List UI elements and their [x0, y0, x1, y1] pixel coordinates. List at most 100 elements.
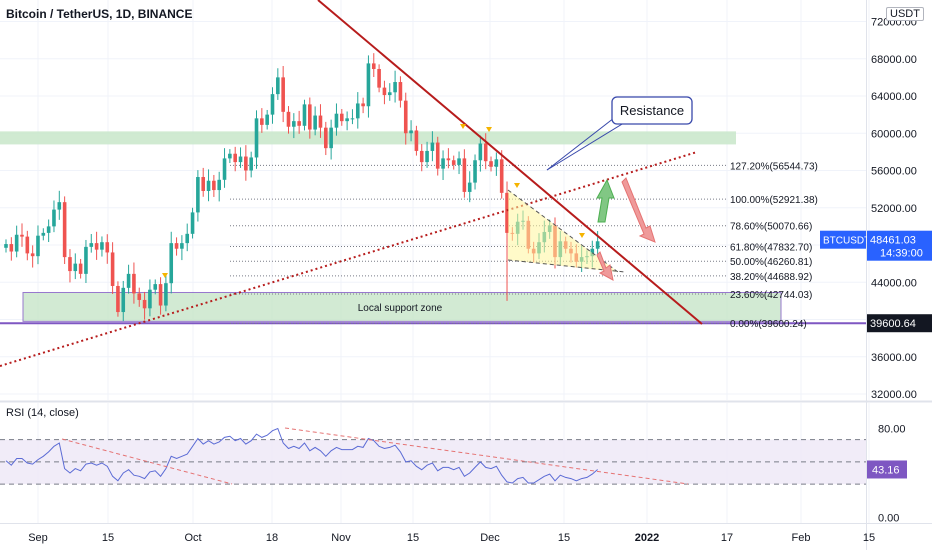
- candle-body: [281, 77, 285, 112]
- candle-body: [73, 263, 78, 272]
- fib-level-label: 127.20%(56544.73): [730, 161, 818, 172]
- candle-body: [206, 180, 211, 191]
- candle-body: [222, 158, 227, 180]
- bullish-arrow: [596, 178, 615, 223]
- time-tick-label: 2022: [635, 532, 659, 544]
- candle-body: [387, 92, 392, 96]
- candle-body: [148, 289, 152, 309]
- candle-body: [126, 273, 131, 288]
- candle-body: [20, 234, 24, 237]
- candle-body: [292, 121, 296, 127]
- candle-body: [382, 87, 387, 96]
- candle-body: [286, 111, 291, 127]
- fib-level-label: 50.00%(46260.81): [730, 257, 812, 268]
- price-tick-label: 56000.00: [871, 166, 917, 178]
- support-zone-label: Local support zone: [358, 303, 443, 314]
- price-tick-label: 32000.00: [871, 389, 917, 401]
- candle-body: [451, 160, 456, 165]
- candle-body: [121, 287, 126, 313]
- signal-marker: [162, 273, 168, 278]
- rsi-current-label: 43.16: [872, 464, 900, 476]
- time-tick-label: Oct: [184, 532, 201, 544]
- candle-body: [478, 143, 483, 161]
- candle-body: [393, 82, 397, 93]
- candle-body: [164, 283, 168, 306]
- candle-body: [339, 113, 344, 122]
- candle-body: [217, 179, 221, 191]
- candle-body: [361, 103, 365, 107]
- candle-body: [105, 242, 110, 253]
- signal-marker: [514, 183, 520, 188]
- fib-level-label: 0.00%(39600.24): [730, 319, 807, 330]
- time-tick-label: Nov: [331, 532, 351, 544]
- rsi-layer: [0, 403, 870, 523]
- time-tick-label: Feb: [792, 532, 811, 544]
- candle-body: [9, 244, 14, 252]
- price-tick-label: 60000.00: [871, 128, 917, 140]
- candle-body: [441, 158, 445, 169]
- candle-body: [313, 115, 317, 130]
- candle-body: [324, 127, 328, 149]
- symbol-tag-label: BTCUSDT: [823, 236, 870, 247]
- candle-body: [153, 284, 158, 290]
- current-price-tag: [867, 230, 932, 261]
- axes-layer: 72000.0068000.0064000.0060000.0056000.00…: [28, 17, 932, 544]
- candle-body: [371, 63, 376, 69]
- candle-body: [446, 158, 451, 161]
- resistance-callout-box: [611, 96, 693, 125]
- candle-body: [196, 177, 200, 213]
- candle-body: [84, 246, 88, 274]
- time-tick-label: Sep: [28, 532, 48, 544]
- candle-body: [430, 142, 435, 151]
- time-tick-label: 17: [721, 532, 733, 544]
- candle-body: [366, 63, 371, 107]
- candle-body: [345, 118, 349, 122]
- candle-body: [94, 243, 99, 250]
- candle-body: [249, 157, 253, 171]
- candle-body: [350, 118, 355, 120]
- candle-body: [158, 284, 163, 306]
- fib-level-label: 100.00%(52921.38): [730, 195, 818, 206]
- price-pane[interactable]: [0, 0, 866, 400]
- price-tick-label: 52000.00: [871, 203, 917, 215]
- rsi-current-tag: [867, 460, 907, 479]
- candle-body: [355, 103, 360, 119]
- candle-body: [4, 244, 8, 248]
- candle-body: [169, 243, 174, 284]
- candle-body: [142, 299, 147, 309]
- candle-body: [116, 285, 120, 313]
- candle-body: [201, 177, 206, 191]
- candle-body: [302, 104, 307, 126]
- candle-body: [473, 160, 477, 183]
- rsi-tick-label: 80.00: [878, 424, 906, 436]
- candle-body: [190, 212, 195, 234]
- candle-body: [483, 143, 488, 162]
- time-tick-label: 18: [266, 532, 278, 544]
- fib-level-label: 38.20%(44688.92): [730, 272, 812, 283]
- candle-body: [265, 114, 269, 125]
- candle-body: [25, 236, 30, 254]
- candle-body: [297, 121, 301, 126]
- candle-body: [276, 77, 280, 95]
- candle-body: [435, 142, 440, 169]
- signal-marker: [460, 124, 466, 129]
- candle-body: [52, 209, 56, 227]
- time-tick-label: 15: [558, 532, 570, 544]
- candle-body: [100, 242, 104, 250]
- candle-body: [137, 293, 142, 300]
- candle-body: [132, 273, 136, 294]
- support-price-label: 39600.64: [870, 318, 916, 330]
- candle-body: [185, 233, 190, 244]
- callout-leader: [546, 117, 615, 171]
- rsi-tick-label: 0.00: [878, 513, 899, 525]
- candle-body: [329, 127, 333, 149]
- candle-body: [41, 232, 46, 236]
- candle-body: [110, 252, 115, 286]
- fib-level-label: 61.80%(47832.70): [730, 243, 812, 254]
- current-price-label: 48461.03: [870, 235, 916, 247]
- resistance-callout-label: Resistance: [620, 103, 684, 118]
- candle-body: [334, 113, 339, 128]
- currency-selector[interactable]: USDT: [886, 7, 924, 21]
- time-tick-label: 15: [102, 532, 114, 544]
